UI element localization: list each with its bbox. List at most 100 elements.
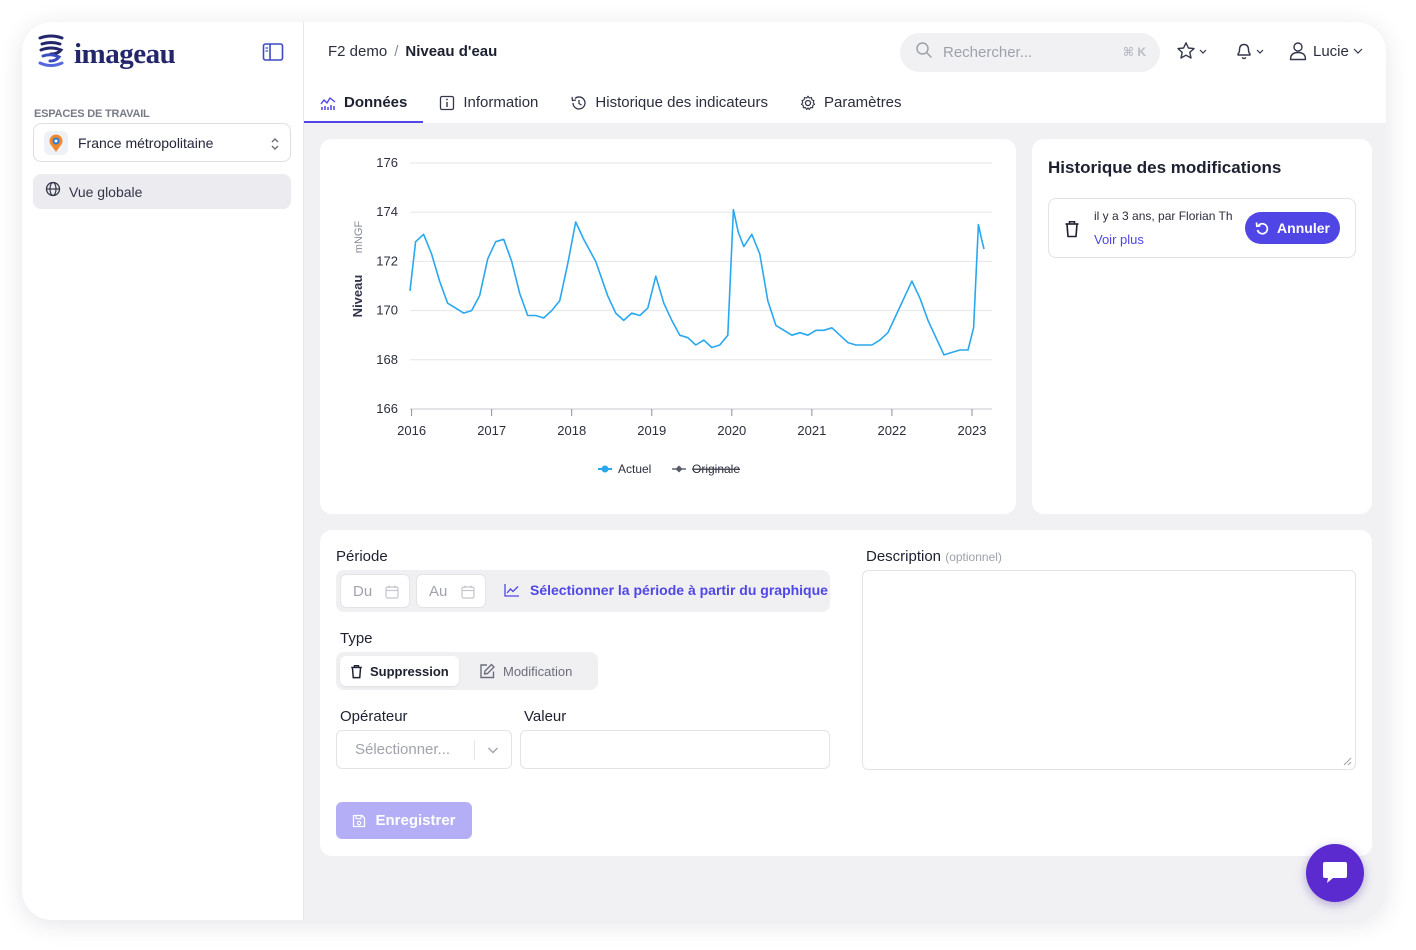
sidebar-panel-icon [262,43,284,61]
value-input[interactable] [520,730,830,769]
logo-text: imageau [74,38,176,70]
legend-item-originale[interactable]: Originale [672,462,740,476]
save-button[interactable]: Enregistrer [336,802,472,839]
history-title: Historique des modifications [1048,158,1282,177]
date-from-placeholder: Du [353,582,373,600]
legend-item-actuel[interactable]: Actuel [598,462,651,476]
y-tick-label: 168 [376,352,398,367]
trash-icon [351,664,362,678]
date-to-placeholder: Au [429,582,448,600]
gear-icon [800,95,816,111]
x-tick-label: 2017 [477,423,506,438]
tab-label: Données [344,94,408,111]
undo-label: Annuler [1277,220,1330,236]
star-icon [1177,42,1207,59]
chart-card: 166 168 170 172 174 176 2016 2017 2018 2019 2020 20… [320,139,1016,514]
y-axis-label: Niveau [350,275,365,318]
y-tick-label: 170 [376,303,398,318]
operator-placeholder: Sélectionner... [355,741,451,758]
favorites-button[interactable] [1176,41,1210,61]
series-line-actuel [409,208,985,356]
chevron-down-icon [1353,48,1363,54]
bell-icon [1237,43,1264,60]
search-input[interactable]: Rechercher... ⌘ K [900,33,1160,72]
correction-form: Période Du Au Sélectionner la période à … [320,530,1372,856]
see-more-link[interactable]: Voir plus [1094,232,1144,247]
tab-label: Information [463,94,539,111]
sidebar-item-label: Vue globale [69,183,143,200]
resize-grip-icon [1343,757,1352,766]
x-tick-label: 2018 [557,423,586,438]
y-tick-label: 172 [376,253,398,268]
sidebar: imageau ESPACES DE TRAVAIL France métrop… [22,22,304,920]
description-optional-hint: (optionnel) [945,550,1002,564]
y-tick-label: 166 [376,401,398,416]
chevron-updown-icon [270,136,280,157]
tab-information[interactable]: Information [423,82,554,123]
x-tick-label: 2020 [717,423,746,438]
type-label: Type [340,630,373,647]
description-label: Description (optionnel) [866,548,1002,565]
chat-bubble-icon [1323,862,1347,883]
logo-icon [34,32,68,77]
search-icon [915,41,933,64]
history-icon [570,95,587,111]
map-pin-icon [49,134,63,152]
tab-label: Historique des indicateurs [595,94,768,111]
breadcrumb-parent[interactable]: F2 demo [328,43,388,60]
sidebar-toggle-button[interactable] [262,42,284,62]
info-icon [439,95,455,111]
trash-icon [1064,220,1080,243]
user-menu-button[interactable]: Lucie [1289,41,1364,61]
legend-label-actuel: Actuel [618,462,651,476]
y-tick-label: 176 [376,155,398,170]
tab-historique[interactable]: Historique des indicateurs [554,82,784,123]
notifications-button[interactable] [1234,41,1268,61]
tab-label: Paramètres [824,94,902,111]
type-option-suppression[interactable]: Suppression [340,656,459,686]
type-option-modification[interactable]: Modification [469,656,582,686]
undo-button[interactable]: Annuler [1245,212,1340,244]
date-to-input[interactable]: Au [416,574,486,608]
workspace-heading: ESPACES DE TRAVAIL [34,108,150,120]
top-bar: F2 demo / Niveau d'eau Rechercher... ⌘ K L… [304,22,1386,123]
tab-donnees[interactable]: Données [304,82,424,123]
workspace-avatar [44,130,68,155]
operator-select[interactable]: Sélectionner... [336,730,512,769]
x-tick-label: 2023 [958,423,987,438]
water-level-chart[interactable]: 166 168 170 172 174 176 2016 2017 2018 2019 2020 20… [320,139,1016,514]
x-tick-label: 2022 [877,423,906,438]
tab-parametres[interactable]: Paramètres [784,82,918,123]
line-chart-icon [504,584,519,597]
breadcrumb-current: Niveau d'eau [405,43,498,60]
logo[interactable]: imageau [34,32,176,77]
app-window: imageau ESPACES DE TRAVAIL France métrop… [22,22,1386,920]
edit-icon [480,663,495,679]
save-icon [353,814,366,827]
date-from-input[interactable]: Du [340,574,410,608]
breadcrumb-separator: / [394,43,399,60]
description-label-text: Description [866,548,942,565]
undo-icon [1255,222,1269,235]
operator-label: Opérateur [340,708,408,725]
period-picker: Du Au Sélectionner la période à partir d… [336,570,830,612]
x-tick-label: 2016 [397,423,426,438]
x-tick-label: 2019 [637,423,666,438]
history-entry-text: il y a 3 ans, par Florian Th [1094,209,1233,223]
x-tick-label: 2021 [797,423,826,438]
select-period-from-chart-link[interactable]: Sélectionner la période à partir du grap… [504,582,828,598]
chat-button[interactable] [1306,844,1364,902]
period-label: Période [336,548,388,565]
history-entry: il y a 3 ans, par Florian Th Voir plus A… [1048,198,1356,258]
workspace-select[interactable]: France métropolitaine [33,123,291,162]
save-label: Enregistrer [375,812,456,829]
sidebar-item-vue-globale[interactable]: Vue globale [33,174,291,209]
description-textarea[interactable] [862,570,1356,770]
workspace-name: France métropolitaine [78,134,214,151]
calendar-icon [385,585,399,599]
globe-icon [45,181,61,202]
calendar-icon [461,585,475,599]
user-icon [1289,42,1307,61]
breadcrumb: F2 demo / Niveau d'eau [328,43,497,60]
type-option-label: Modification [503,663,573,679]
